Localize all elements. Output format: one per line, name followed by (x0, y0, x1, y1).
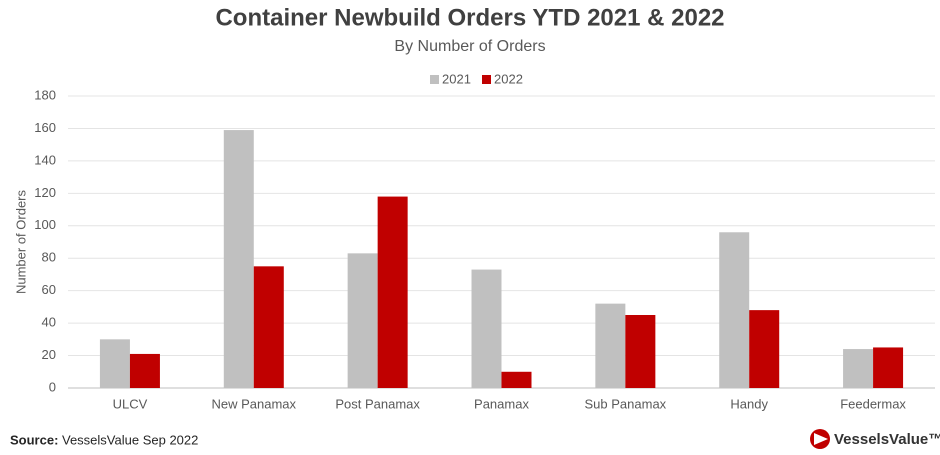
chart-subtitle: By Number of Orders (394, 38, 545, 55)
y-tick-label: 60 (42, 282, 56, 297)
bar (595, 303, 626, 388)
logo-icon-arrow (814, 433, 828, 445)
bar (501, 371, 532, 388)
x-tick-label: ULCV (113, 396, 148, 411)
bar (843, 349, 874, 388)
legend-swatch (430, 75, 439, 84)
x-tick-label: Feedermax (840, 396, 906, 411)
legend-label: 2021 (442, 71, 471, 86)
chart-title: Container Newbuild Orders YTD 2021 & 202… (215, 4, 724, 31)
y-tick-label: 80 (42, 250, 56, 265)
logo-text: VesselsValue™ (834, 431, 940, 448)
bar (625, 315, 656, 388)
y-axis-title: Number of Orders (13, 189, 28, 294)
logo: VesselsValue™ (810, 429, 940, 449)
bar (873, 347, 904, 388)
x-tick-label: Sub Panamax (585, 396, 667, 411)
bar (719, 232, 750, 388)
bar (99, 339, 130, 388)
bar (347, 253, 378, 388)
bar (129, 353, 160, 388)
y-tick-label: 20 (42, 347, 56, 362)
source-text: VesselsValue Sep 2022 (62, 432, 198, 447)
x-tick-label: New Panamax (212, 396, 297, 411)
y-tick-label: 140 (34, 152, 56, 167)
x-tick-label: Panamax (474, 396, 529, 411)
y-tick-label: 120 (34, 185, 56, 200)
y-tick-label: 160 (34, 120, 56, 135)
source-label: Source: (10, 432, 58, 447)
x-tick-label: Handy (730, 396, 768, 411)
bar (471, 269, 502, 388)
bar (253, 266, 284, 388)
bar (223, 130, 254, 389)
y-tick-label: 0 (49, 379, 56, 394)
x-tick-label: Post Panamax (335, 396, 420, 411)
bar (377, 196, 408, 388)
bar (749, 310, 780, 388)
legend-swatch (482, 75, 491, 84)
y-tick-label: 100 (34, 217, 56, 232)
legend-label: 2022 (494, 71, 523, 86)
y-tick-label: 180 (34, 87, 56, 102)
y-tick-label: 40 (42, 315, 56, 330)
